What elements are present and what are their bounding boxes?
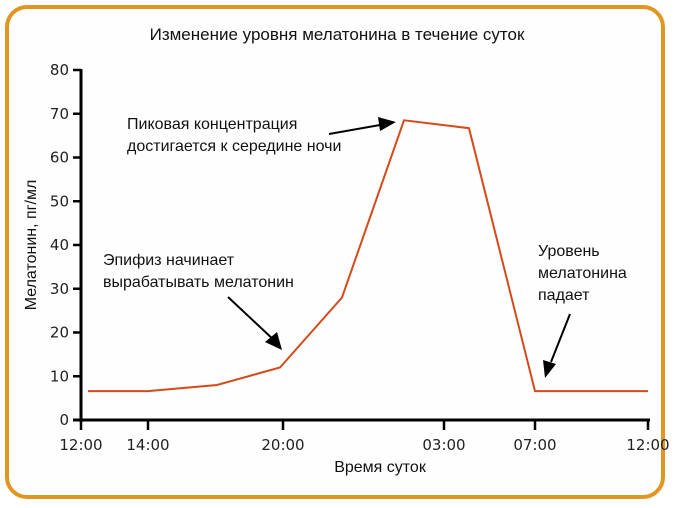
y-tick-label: 0 [59, 411, 69, 429]
x-tick-label: 03:00 [422, 436, 465, 454]
x-tick-label: 12:00 [626, 436, 669, 454]
arrow-icon [543, 313, 571, 378]
y-tick-label: 60 [50, 149, 69, 167]
x-tick-label: 07:00 [513, 436, 556, 454]
y-tick-label: 70 [50, 105, 69, 123]
chart-title: Изменение уровня мелатонина в течение су… [149, 25, 525, 44]
x-axis: 12:00 14:00 20:00 03:00 07:00 12:00 [59, 418, 670, 454]
y-tick-label: 40 [50, 236, 69, 254]
annotation-drop: Уровень мелатонина падает [538, 243, 627, 304]
arrow-icon [328, 117, 396, 135]
annotation-peak: Пиковая концентрация достигается к серед… [127, 116, 342, 155]
y-axis: 0 10 20 30 40 50 60 70 80 [50, 61, 83, 429]
annotation-pineal: Эпифиз начинает вырабатывать мелатонин [103, 252, 294, 291]
x-tick-label: 12:00 [59, 436, 102, 454]
x-axis-label: Время суток [334, 459, 426, 476]
y-tick-label: 30 [50, 280, 69, 298]
x-tick-label: 20:00 [261, 436, 304, 454]
arrow-icon [227, 296, 282, 350]
melatonin-line [88, 119, 648, 393]
y-tick-label: 20 [50, 324, 69, 342]
chart-frame [5, 5, 665, 499]
y-tick-label: 10 [50, 367, 69, 385]
y-tick-label: 80 [50, 61, 69, 79]
x-tick-label: 14:00 [126, 436, 169, 454]
y-tick-label: 50 [50, 192, 69, 210]
